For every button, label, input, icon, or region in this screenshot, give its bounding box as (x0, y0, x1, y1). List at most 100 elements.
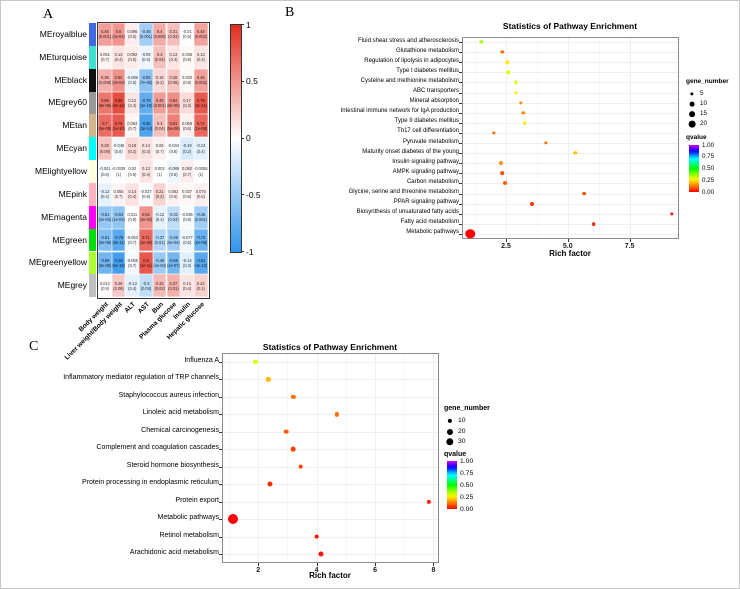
module-color-swatch (89, 205, 96, 229)
x-axis-tick (629, 239, 631, 242)
module-color-swatch (89, 182, 96, 206)
data-point (519, 100, 523, 105)
heatmap-cell: 0.3 (0.04) (152, 45, 167, 69)
grid-line-row (463, 132, 678, 134)
module-color-swatch (89, 274, 96, 298)
grid-line-minor (404, 354, 406, 562)
category-label: Maturity onset diabetes of the young (362, 148, 459, 155)
heatmap-cell: 0.086 (0.6) (125, 23, 140, 46)
heatmap-cell: 0.13 (0.4) (139, 160, 153, 183)
module-label: MEroyalblue (39, 28, 87, 39)
qvalue-tick-label: 0.00 (702, 188, 715, 196)
correlation-colorbar (230, 24, 242, 253)
data-point (543, 141, 548, 145)
data-point (465, 229, 475, 239)
qvalue-tick-label: 0.25 (702, 176, 715, 184)
heatmap-cell: 0.036 (0.8) (180, 45, 194, 69)
heatmap-cell: 0.26 (0.08) (111, 274, 126, 298)
heatmap-cell: 0.033 (0.8) (180, 68, 194, 92)
grid-line-major (316, 354, 318, 562)
category-label: Protein processing in endoplasmic reticu… (82, 479, 219, 486)
heatmap-cell: -0.034 (0.8) (166, 137, 181, 161)
x-axis-tick (433, 563, 435, 566)
y-axis-tick (459, 112, 462, 114)
heatmap-cell: -0.0056 (1) (193, 160, 208, 183)
heatmap-cell: 0.33 (0.02) (152, 274, 167, 298)
y-axis-tick (459, 163, 462, 165)
data-point (506, 70, 511, 75)
category-label: Carbon metabolism (406, 178, 459, 185)
data-point (290, 446, 296, 452)
colorbar-tick-label: -1 (246, 246, 254, 257)
data-point (291, 394, 296, 399)
data-point (521, 111, 525, 115)
grid-line-minor (229, 354, 230, 562)
legend-size-dot (447, 418, 453, 424)
y-axis-tick (219, 449, 222, 451)
qvalue-tick-label: 0.25 (460, 493, 474, 501)
grid-line-row (463, 223, 678, 225)
grid-line-row (223, 431, 438, 433)
grid-line-row (463, 143, 678, 145)
legend-size-label: 10 (700, 100, 707, 107)
qvalue-colorbar (689, 145, 699, 192)
data-point (318, 551, 324, 557)
category-label: Retinol metabolism (159, 531, 219, 539)
category-label: Type I diabetes mellitus (396, 67, 459, 74)
heatmap-cell: -0.79 (8e-11) (111, 228, 126, 252)
heatmap-cell: -0.13 (0.4) (125, 274, 140, 298)
colorbar-tick-label: 0 (246, 133, 251, 143)
heatmap-cell: -0.68 (1e-07) (166, 251, 181, 275)
heatmap-cell: -0.81 (4e-12) (193, 251, 208, 275)
heatmap-cell: 0.075 (0.6) (193, 182, 208, 206)
legend-size-dot (446, 428, 454, 435)
heatmap-cell: -0.76 (2e-10) (139, 91, 153, 115)
heatmap-cell: 0.14 (0.4) (125, 182, 140, 206)
module-color-swatch (89, 228, 96, 252)
x-tick-label: 5.0 (562, 243, 573, 250)
heatmap-cell: 0.011 (0.9) (125, 205, 140, 229)
grid-line-row (463, 173, 678, 175)
category-label: Fluid shear stress and atherosclerosis (357, 37, 459, 44)
data-point (500, 171, 505, 176)
module-label: MEblack (54, 74, 87, 85)
heatmap-cell: -0.041 (0.8) (98, 160, 112, 183)
category-label: Staphylococcus aureus infection (118, 391, 219, 399)
heatmap-cell: 0.17 (0.3) (180, 91, 194, 115)
panel-b-label: B (285, 5, 295, 20)
y-axis-tick (219, 396, 222, 398)
heatmap-cell: -0.12 (0.4) (152, 205, 167, 229)
grid-line-row (223, 361, 438, 363)
heatmap-cell: 0.13 (0.4) (193, 45, 208, 69)
grid-line-row (463, 203, 678, 205)
heatmap-cell: 0.22 (0.1) (193, 274, 208, 298)
category-label: Insulin signaling pathway (392, 158, 459, 165)
heatmap-cell: -0.13 (0.4) (193, 137, 208, 161)
data-point (514, 90, 518, 95)
y-axis-tick (219, 536, 222, 538)
legend-size-dot (689, 101, 695, 107)
colorbar-tick-label: 0.5 (246, 76, 258, 87)
legend-size-label: 20 (458, 427, 466, 435)
heatmap-cell: 0.44 (0.002) (193, 23, 208, 46)
grid-line-row (463, 62, 678, 64)
heatmap-cell: 0.38 (0.009) (98, 68, 112, 92)
heatmap-cell: 0.71 (2e-08) (139, 228, 153, 252)
heatmap-cell: -0.55 (7e-05) (139, 68, 153, 92)
data-point (500, 50, 504, 54)
grid-line-major (433, 354, 435, 562)
y-axis-tick (459, 92, 462, 94)
colorbar-tick-label: 1 (246, 19, 251, 30)
colorbar-tick (241, 137, 244, 139)
heatmap-cell: 0.72 (1e-08) (193, 114, 208, 138)
data-point (669, 212, 674, 216)
panel-c-size-legend-title: gene_number (444, 405, 490, 412)
data-point (582, 191, 586, 196)
heatmap-cell: -0.14 (0.3) (180, 251, 194, 275)
grid-line-row (463, 213, 678, 215)
heatmap-cell: -0.91 (5e-19) (111, 251, 126, 275)
heatmap-cell: -0.0039 (1) (111, 160, 125, 183)
y-axis-tick (459, 183, 462, 185)
heatmap-cell: -0.077 (0.6) (180, 228, 194, 252)
